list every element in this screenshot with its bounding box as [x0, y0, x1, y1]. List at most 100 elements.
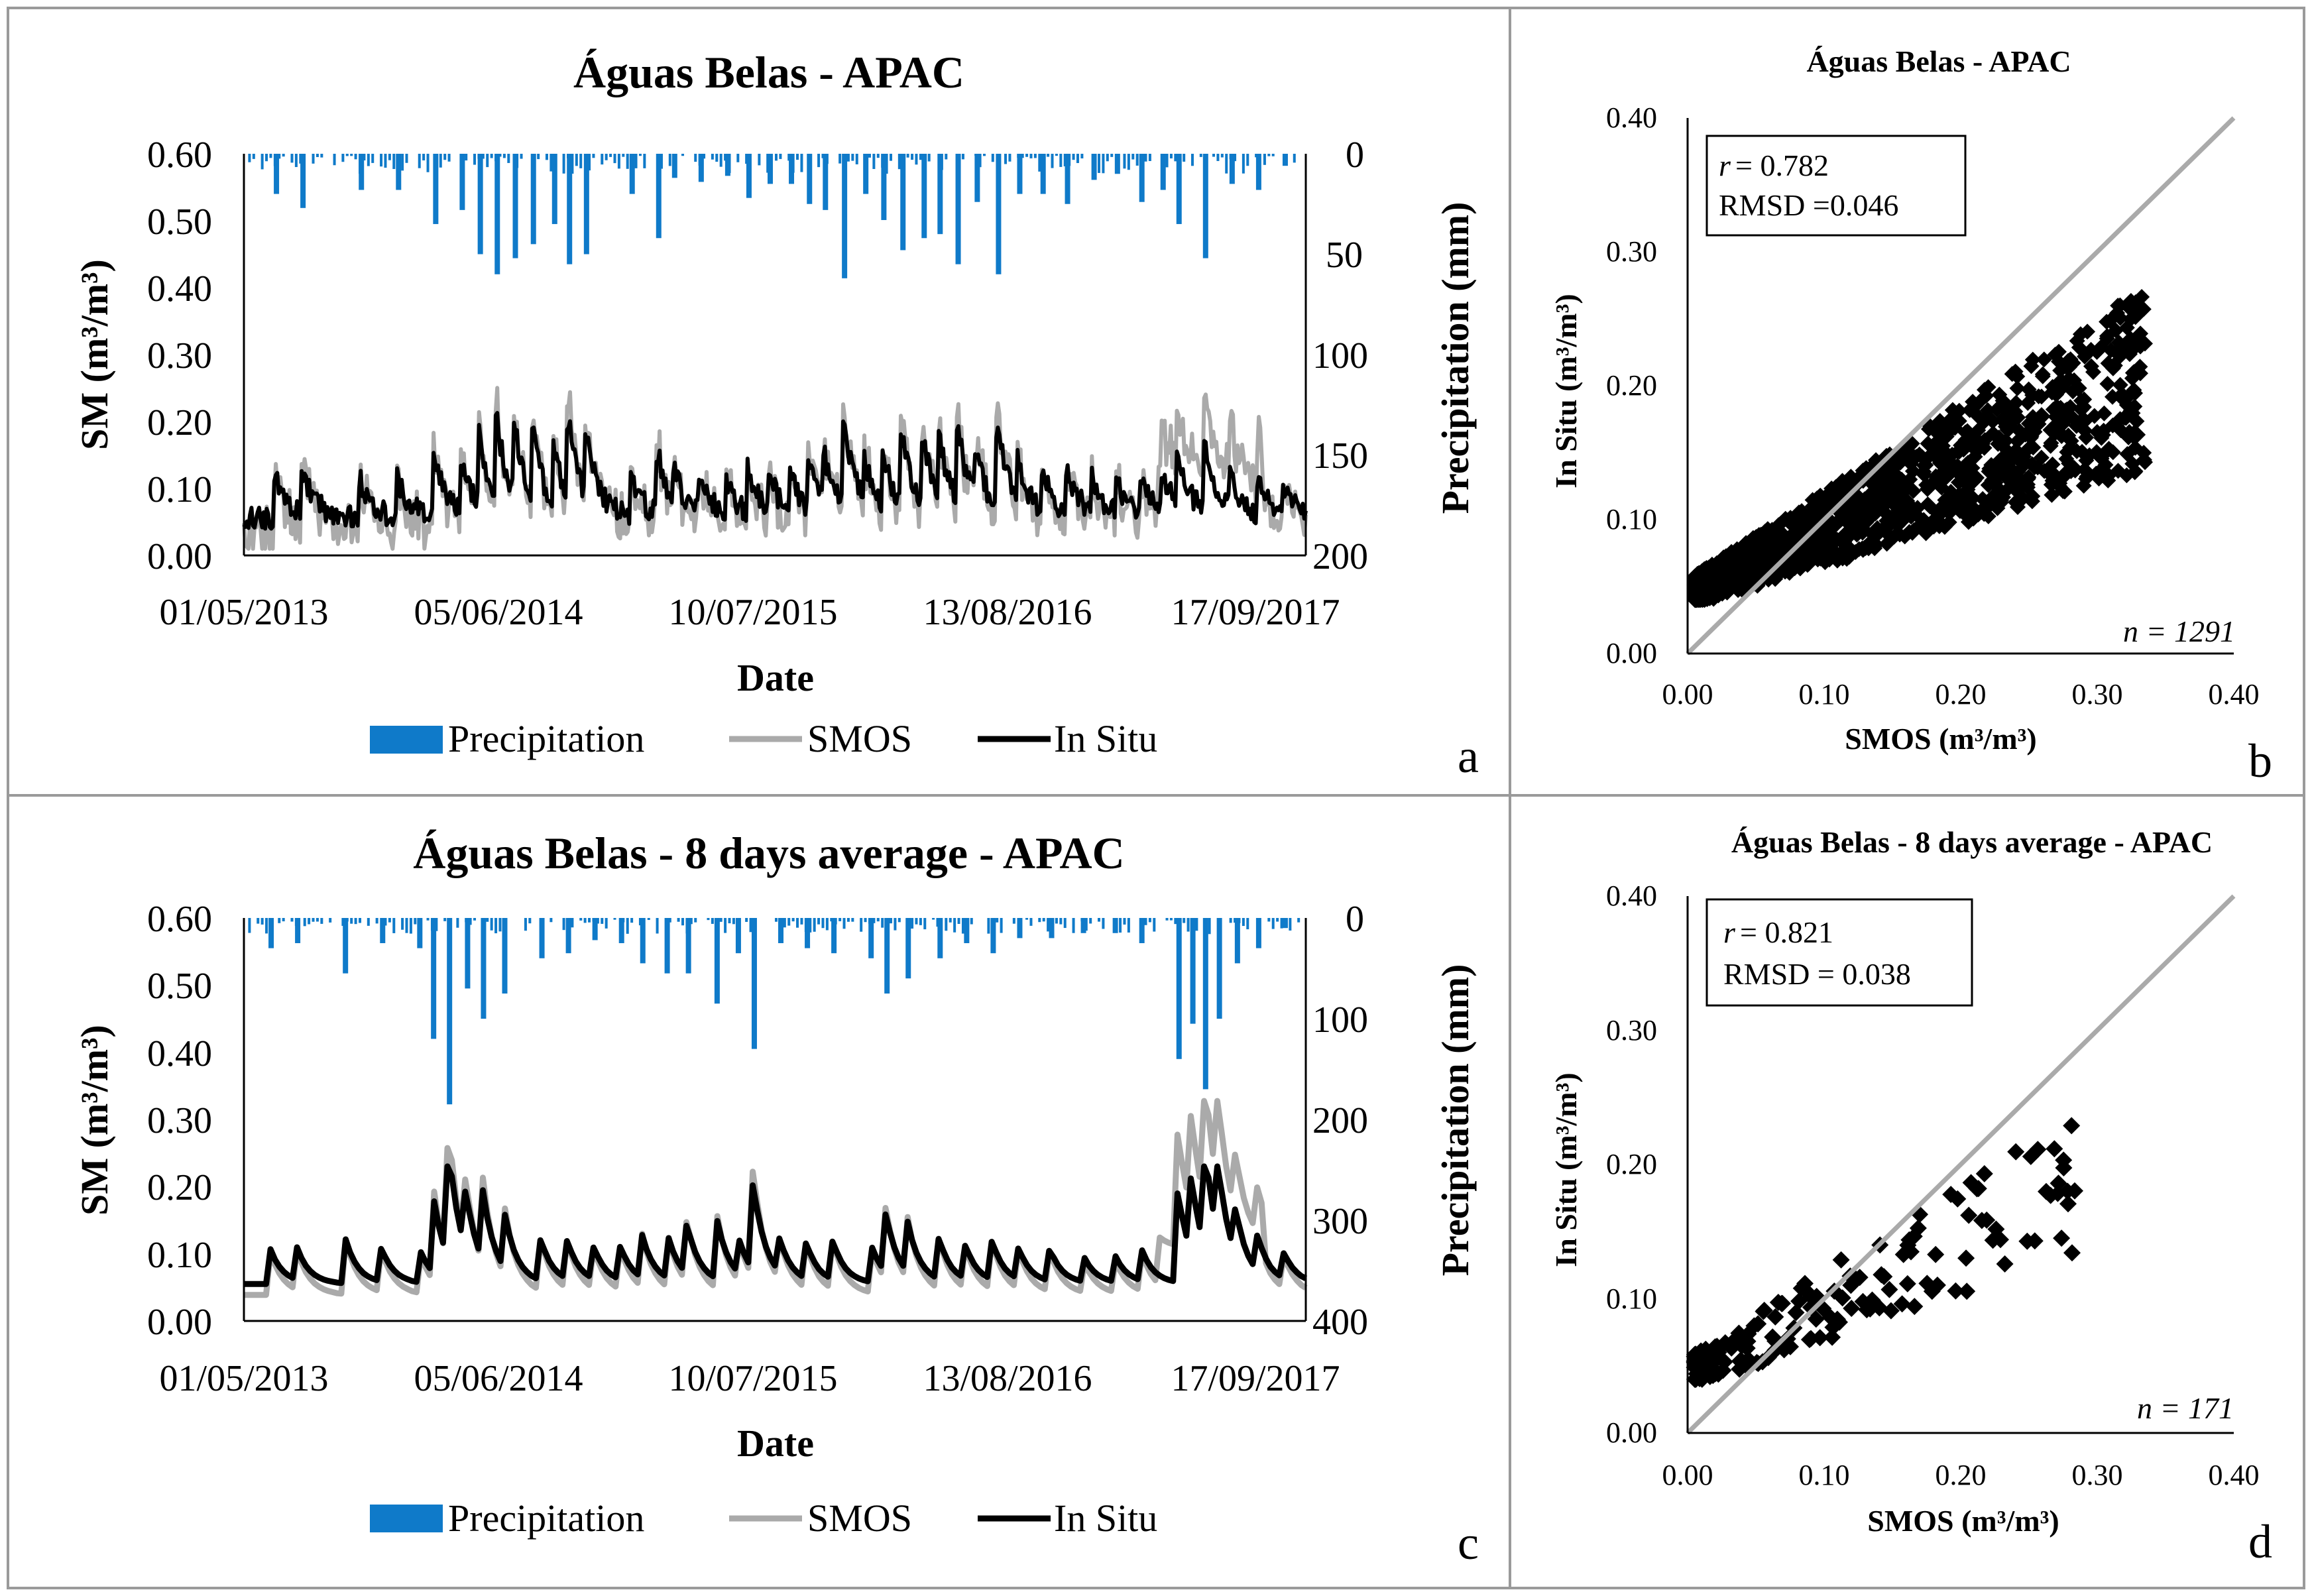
scatter-point	[2091, 471, 2107, 486]
scatter-point	[2063, 1244, 2081, 1262]
precipitation-bar	[724, 918, 727, 933]
stats-box: r = 0.821 RMSD = 0.038	[1705, 898, 1973, 1007]
stats-rmsd: RMSD = 0.038	[1723, 957, 1911, 991]
x-tick-label: 0.40	[2209, 1459, 2260, 1491]
precipitation-bar	[422, 154, 426, 161]
scatter-point	[2105, 388, 2120, 405]
scatter-point	[1978, 1211, 1996, 1229]
precipitation-bar	[1242, 918, 1245, 927]
precipitation-bar	[316, 918, 319, 922]
precipitation-bar	[728, 918, 731, 924]
precipitation-bar	[1072, 918, 1075, 933]
scatter-point	[1688, 569, 1704, 585]
scatter-point	[1789, 520, 1806, 536]
y2-tick-label: 50	[1326, 235, 1363, 276]
scatter-point	[1849, 526, 1865, 543]
y2-tick-label: 200	[1312, 1100, 1368, 1141]
precipitation-bar	[1293, 154, 1296, 163]
scatter-point	[2126, 424, 2143, 441]
precipitation-bar	[881, 918, 884, 928]
scatter-point	[1851, 541, 1867, 557]
precipitation-bar	[1106, 154, 1109, 162]
scatter-point	[1843, 469, 1859, 485]
scatter-point	[1873, 1266, 1890, 1284]
precipitation-bar	[1055, 154, 1058, 156]
x-tick-label: 0.30	[2072, 678, 2123, 711]
one-to-one-line	[1686, 116, 2236, 656]
precipitation-bar	[778, 918, 784, 943]
precipitation-bar	[911, 154, 914, 160]
y-tick-label: 0.40	[147, 268, 212, 310]
legend-label-insitu: In Situ	[1054, 1497, 1157, 1540]
precipitation-bar	[626, 154, 629, 169]
precipitation-bar	[613, 154, 616, 164]
precipitation-bar	[846, 918, 850, 922]
scatter-point	[2083, 341, 2099, 358]
scatter-point	[2014, 490, 2031, 506]
precipitation-bar	[494, 154, 500, 274]
precipitation-bar	[715, 154, 719, 162]
precipitation-bar	[1183, 154, 1186, 162]
y-tick-label: 0.30	[1606, 235, 1657, 268]
scatter-point	[1942, 1186, 1960, 1204]
x-axis-label: Date	[737, 656, 814, 699]
scatter-point	[1810, 543, 1826, 559]
scatter-point	[1880, 1281, 1898, 1298]
x-tick-label: 0.30	[2072, 1459, 2123, 1491]
x-tick-label: 17/09/2017	[1171, 1358, 1340, 1399]
precipitation-bar	[842, 918, 846, 929]
precipitation-bar	[990, 918, 996, 954]
precipitation-bar	[537, 154, 540, 160]
chart-title: Águas Belas - APAC	[1806, 44, 2071, 78]
precipitation-bar	[502, 918, 508, 994]
y2-tick-label: 100	[1312, 999, 1368, 1041]
precipitation-bar	[1202, 918, 1208, 1090]
precipitation-bar	[588, 154, 591, 171]
scatter-point	[1730, 1324, 1748, 1342]
precipitation-bar	[1165, 918, 1169, 921]
precipitation-bar	[490, 154, 493, 158]
legend-label-smos: SMOS	[807, 1497, 912, 1540]
precipitation-bar	[1119, 918, 1122, 933]
insitu-series	[244, 1163, 1308, 1287]
legend: Precipitation SMOS In Situ	[370, 1497, 1157, 1540]
scatter-point	[1760, 527, 1776, 543]
scatter-point	[1878, 495, 1895, 512]
scatter-point	[2078, 452, 2095, 469]
precipitation-bar	[433, 154, 439, 225]
scatter-point	[2079, 323, 2096, 340]
scatter-point	[1916, 467, 1933, 483]
precipitation-bar	[1098, 918, 1101, 922]
scatter-point	[2003, 414, 2020, 430]
panel-letter: b	[2248, 734, 2272, 787]
precipitation-bar	[359, 918, 362, 923]
precipitation-bar	[431, 918, 437, 1039]
precipitation-bar	[265, 918, 268, 934]
scatter-point	[1981, 463, 1997, 480]
precipitation-bar	[414, 918, 417, 925]
precipitation-bar	[813, 918, 816, 932]
precipitation-bar	[677, 918, 680, 922]
precipitation-bar	[681, 154, 685, 156]
y-tick-label: 0.50	[147, 201, 212, 243]
y-axis-label: SM (m³/m³)	[73, 1025, 116, 1216]
precipitation-bar	[711, 918, 714, 924]
precipitation-bar	[694, 154, 697, 162]
precipitation-bar	[779, 154, 782, 159]
precipitation-bar	[571, 154, 574, 174]
precipitation-bar	[1220, 154, 1224, 158]
precipitation-bar	[807, 154, 813, 204]
precipitation-bar	[1033, 154, 1037, 158]
precipitation-bar	[300, 154, 306, 208]
scatter-point	[2041, 466, 2057, 483]
panel-a: Águas Belas - APAC 0.60 0.50 0.40 0.30 0…	[73, 47, 1479, 783]
precipitation-bar	[1047, 918, 1050, 932]
scatter-point	[2077, 412, 2093, 429]
precipitation-bar	[945, 918, 948, 931]
precipitation-bar	[996, 918, 999, 923]
scatter-point	[1708, 565, 1725, 582]
scatter-point	[1698, 587, 1715, 603]
x-ticks: 01/05/2013 05/06/2014 10/07/2015 13/08/2…	[159, 592, 1340, 633]
scatter-point	[2108, 322, 2124, 339]
x-tick-label: 05/06/2014	[414, 1358, 583, 1399]
